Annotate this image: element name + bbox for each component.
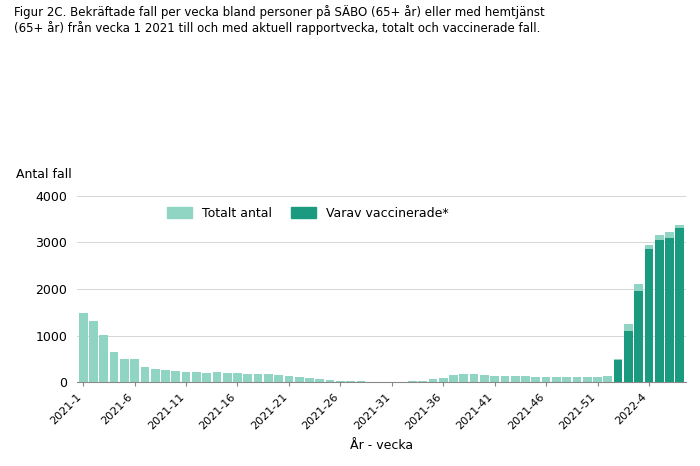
Bar [614,360,622,382]
Bar [356,381,365,382]
Bar [408,381,416,382]
Bar [552,377,561,382]
Bar [233,374,242,382]
X-axis label: År - vecka: År - vecka [350,439,413,452]
Bar [99,335,108,382]
Bar [130,359,139,382]
Bar [202,373,211,382]
Bar [244,374,252,382]
Bar [284,376,293,382]
Bar [634,284,643,382]
Bar [316,378,324,382]
Bar [531,377,540,382]
Bar [192,372,201,382]
Bar [645,245,653,382]
Bar [223,373,232,382]
Bar [459,374,468,382]
Bar [542,377,550,382]
Bar [150,369,160,382]
Bar [213,372,221,382]
Bar [655,240,664,382]
Bar [428,379,438,382]
Text: Figur 2C. Bekräftade fall per vecka bland personer på SÄBO (65+ år) eller med he: Figur 2C. Bekräftade fall per vecka blan… [14,5,545,35]
Bar [665,232,674,382]
Bar [161,370,170,382]
Bar [500,376,510,382]
Bar [624,331,633,382]
Bar [645,249,653,382]
Bar [634,291,643,382]
Bar [439,377,447,382]
Bar [253,374,262,382]
Bar [480,375,489,382]
Legend: Totalt antal, Varav vaccinerade*: Totalt antal, Varav vaccinerade* [162,202,454,225]
Bar [676,228,684,382]
Bar [573,377,581,382]
Bar [665,238,674,382]
Bar [614,359,622,382]
Bar [120,359,129,382]
Bar [490,376,499,382]
Bar [449,375,458,382]
Bar [521,377,530,382]
Bar [603,376,612,382]
Bar [676,225,684,382]
Bar [264,375,273,382]
Bar [295,377,304,382]
Bar [562,377,571,382]
Bar [274,375,283,382]
Bar [79,313,88,382]
Bar [110,352,118,382]
Bar [326,380,335,382]
Bar [583,377,592,382]
Bar [141,367,149,382]
Bar [624,324,633,382]
Bar [172,371,180,382]
Bar [511,376,519,382]
Bar [336,381,344,382]
Bar [593,377,602,382]
Bar [470,375,479,382]
Bar [305,377,314,382]
Bar [182,372,190,382]
Bar [655,235,664,382]
Bar [419,381,427,382]
Text: Antal fall: Antal fall [16,168,72,181]
Bar [89,321,98,382]
Bar [346,381,355,382]
